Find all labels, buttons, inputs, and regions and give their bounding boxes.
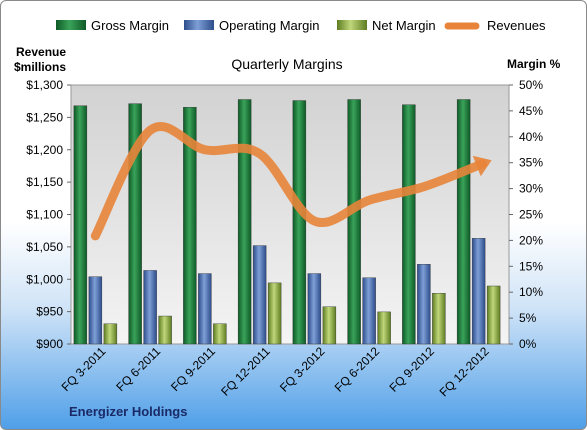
company-name: Energizer Holdings <box>69 404 187 419</box>
revenue-line <box>90 122 487 241</box>
gross-margin-bar <box>292 100 307 345</box>
left-axis-label-line2: $millions <box>14 60 66 74</box>
left-tick-label: $950 <box>36 305 63 319</box>
net-margin-bar <box>103 323 118 345</box>
x-tick-label: FQ 9-2012 <box>387 344 438 395</box>
left-tick-label: $1,050 <box>26 240 63 254</box>
net-margin-bar <box>377 311 391 345</box>
operating-margin-bar <box>307 273 322 345</box>
right-tick-label: 10% <box>519 285 543 299</box>
left-tick-label: $1,300 <box>26 78 63 92</box>
gross-margin-bar <box>73 105 88 345</box>
right-tick-label: 45% <box>519 104 543 118</box>
right-axis-label: Margin % <box>507 57 561 71</box>
bars <box>73 99 501 345</box>
right-tick-label: 15% <box>519 259 543 273</box>
operating-margin-bar <box>143 270 157 345</box>
x-tick-label: FQ 9-2011 <box>168 344 218 394</box>
operating-margin-bar <box>198 273 212 345</box>
gross-margin-bar <box>402 104 416 345</box>
operating-margin-bar <box>252 245 267 345</box>
left-tick-label: $1,100 <box>26 208 63 222</box>
legend-swatch-gross-margin <box>56 20 86 30</box>
right-tick-label: 30% <box>519 182 543 196</box>
right-axis-ticks: 0% 5% 10% 15% 20% 25% 30% 35% 40% 45% 50% <box>509 78 543 351</box>
left-tick-label: $1,250 <box>26 110 63 124</box>
gross-margin-bar <box>237 99 252 345</box>
x-tick-label: FQ 3-2012 <box>277 344 328 395</box>
x-axis-labels: FQ 3-2011 FQ 6-2011 FQ 9-2011 FQ 12-2011 FQ … <box>59 344 492 399</box>
legend-swatch-net-margin <box>337 20 367 30</box>
left-tick-label: $1,200 <box>26 143 63 157</box>
right-tick-label: 20% <box>519 233 543 247</box>
chart-title: Quarterly Margins <box>231 56 342 72</box>
left-axis-label-line1: Revenue <box>16 45 66 59</box>
gross-margin-bar <box>456 99 471 345</box>
left-axis-ticks: $900 $950 $1,000 $1,050 $1,100 $1,150 $1,200 $1… <box>26 78 71 351</box>
x-tick-label: FQ 12-2012 <box>437 344 492 399</box>
revenue-line-arrowhead <box>472 155 492 177</box>
net-margin-bar <box>432 293 446 345</box>
gross-margin-bar <box>347 99 361 345</box>
legend-label-net-margin: Net Margin <box>372 18 436 33</box>
legend-label-operating-margin: Operating Margin <box>219 18 319 33</box>
legend: Gross Margin Operating Margin Net Margin… <box>56 18 546 33</box>
legend-label-gross-margin: Gross Margin <box>91 18 169 33</box>
right-tick-label: 40% <box>519 130 543 144</box>
left-tick-label: $900 <box>36 337 63 351</box>
right-tick-label: 50% <box>519 78 543 92</box>
right-tick-label: 35% <box>519 156 543 170</box>
right-tick-label: 5% <box>519 311 537 325</box>
left-tick-label: $1,000 <box>26 272 63 286</box>
x-tick-label: FQ 3-2011 <box>59 344 109 394</box>
right-tick-label: 25% <box>519 208 543 222</box>
net-margin-bar <box>486 285 501 345</box>
operating-margin-bar <box>471 238 486 345</box>
operating-margin-bar <box>417 264 431 345</box>
right-tick-label: 0% <box>519 337 537 351</box>
x-tick-label: FQ 6-2011 <box>113 344 163 394</box>
x-tick-label: FQ 6-2012 <box>332 344 383 395</box>
operating-margin-bar <box>88 276 103 345</box>
net-margin-bar <box>322 306 337 345</box>
legend-swatch-operating-margin <box>184 20 214 30</box>
x-tick-label: FQ 12-2011 <box>218 344 273 399</box>
legend-label-revenues: Revenues <box>487 18 546 33</box>
net-margin-bar <box>158 315 172 345</box>
net-margin-bar <box>267 282 282 345</box>
net-margin-bar <box>213 323 227 345</box>
left-tick-label: $1,150 <box>26 175 63 189</box>
operating-margin-bar <box>362 277 376 345</box>
gross-margin-bar <box>183 107 197 345</box>
